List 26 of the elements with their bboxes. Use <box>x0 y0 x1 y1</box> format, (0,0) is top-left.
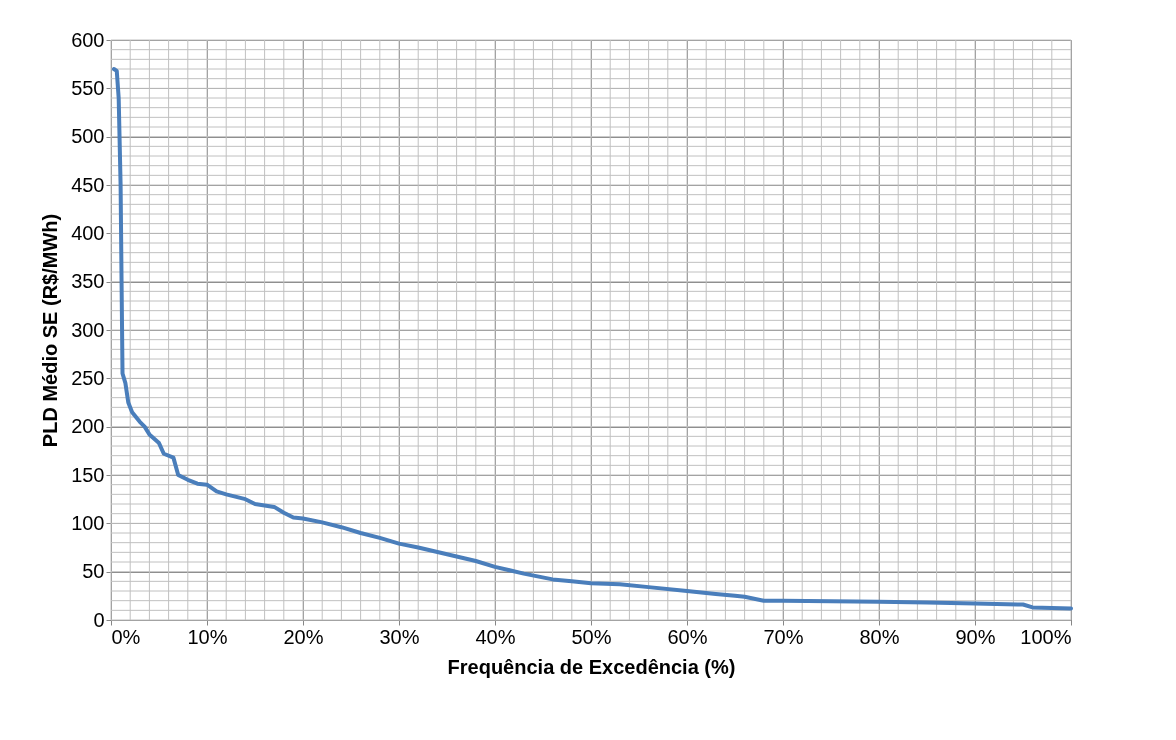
y-axis-title: PLD Médio SE (R$/MWh) <box>39 213 62 448</box>
y-tick-label: 100 <box>71 511 105 534</box>
x-tick-label: 100% <box>1020 625 1072 648</box>
y-tick-label: 550 <box>71 76 105 99</box>
x-axis-title: Frequência de Excedência (%) <box>447 655 736 678</box>
y-tick-label: 300 <box>71 318 105 341</box>
x-tick-label: 20% <box>283 625 324 648</box>
y-tick-label: 450 <box>71 173 105 196</box>
x-tick-label: 90% <box>955 625 996 648</box>
y-tick-label: 500 <box>71 125 105 148</box>
y-tick-label: 400 <box>71 221 105 244</box>
y-tick-label: 600 <box>71 28 105 51</box>
x-tick-label: 30% <box>379 625 420 648</box>
y-tick-label: 150 <box>71 463 105 486</box>
x-tick-label: 50% <box>571 625 612 648</box>
x-tick-label: 80% <box>859 625 900 648</box>
y-tick-label: 250 <box>71 366 105 389</box>
x-tick-label: 10% <box>187 625 228 648</box>
x-tick-label: 40% <box>475 625 516 648</box>
x-tick-label: 70% <box>763 625 804 648</box>
y-tick-label: 50 <box>82 560 105 583</box>
y-tick-label: 350 <box>71 270 105 293</box>
x-tick-label: 0% <box>111 625 141 648</box>
y-tick-label: 200 <box>71 415 105 438</box>
x-tick-label: 60% <box>667 625 708 648</box>
y-tick-label: 0 <box>93 608 105 631</box>
